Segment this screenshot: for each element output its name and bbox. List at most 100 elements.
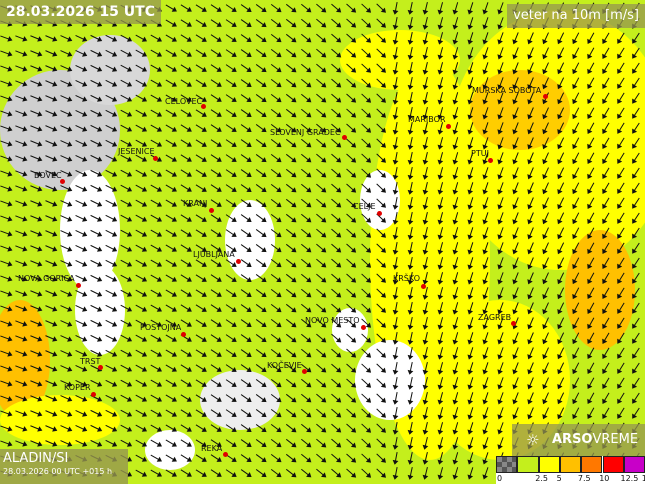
wind-arrow <box>285 138 297 148</box>
wind-arrow <box>255 379 267 388</box>
wind-arrow <box>542 47 549 60</box>
wind-arrow <box>150 394 162 402</box>
valid-time: 28.03.2026 15 UTC <box>0 0 161 24</box>
wind-arrow <box>361 93 372 103</box>
wind-arrow <box>0 365 13 372</box>
wind-arrow <box>587 77 595 90</box>
wind-arrow <box>150 64 162 72</box>
wind-arrow <box>587 92 595 105</box>
wind-arrow <box>165 34 177 42</box>
wind-arrow <box>572 317 580 330</box>
wind-arrow <box>452 47 459 60</box>
wind-arrow <box>301 123 312 133</box>
wind-arrow <box>105 319 118 327</box>
wind-arrow <box>452 77 459 90</box>
wind-arrow <box>210 349 222 357</box>
wind-arrow <box>225 409 237 417</box>
wind-arrow <box>316 363 327 373</box>
wind-arrow <box>30 290 43 297</box>
wind-arrow <box>240 364 252 372</box>
wind-arrow <box>120 289 133 297</box>
wind-arrow <box>422 197 429 210</box>
wind-arrow <box>30 320 43 327</box>
wind-arrow <box>90 34 103 42</box>
wind-arrow <box>105 79 118 87</box>
wind-arrow <box>90 244 103 252</box>
wind-arrow <box>60 425 73 432</box>
wind-arrow <box>632 62 640 74</box>
wind-arrow <box>270 93 282 103</box>
wind-arrow <box>407 437 414 450</box>
wind-arrow <box>512 77 519 90</box>
wind-arrow <box>482 257 489 270</box>
wind-arrow <box>437 422 444 435</box>
wind-arrow <box>120 169 133 177</box>
wind-arrow <box>437 332 444 345</box>
wind-arrow <box>210 259 222 267</box>
wind-arrow <box>135 184 148 192</box>
wind-arrow <box>0 290 13 297</box>
wind-arrow <box>45 260 58 267</box>
wind-arrow <box>180 169 192 177</box>
wind-arrow <box>120 319 133 327</box>
wind-arrow <box>376 228 386 238</box>
wind-arrow <box>195 154 207 162</box>
wind-arrow <box>195 124 207 132</box>
wind-arrow <box>346 33 357 43</box>
wind-arrow <box>15 275 28 282</box>
wind-arrow <box>617 407 625 419</box>
wind-arrow <box>45 125 58 132</box>
wind-arrow <box>497 377 504 390</box>
wind-arrow <box>240 214 252 222</box>
wind-arrow <box>195 139 207 147</box>
wind-arrow <box>165 64 177 72</box>
wind-arrow <box>316 423 327 433</box>
wind-arrow <box>392 227 399 240</box>
wind-arrow <box>120 154 133 162</box>
wind-arrow <box>497 77 504 90</box>
wind-arrow <box>316 318 327 328</box>
wind-arrow <box>331 243 342 253</box>
wind-arrow <box>225 469 237 477</box>
wind-arrow <box>482 122 489 135</box>
wind-arrow <box>437 182 444 195</box>
wind-arrow <box>422 137 429 150</box>
wind-arrow <box>497 422 504 435</box>
wind-arrow <box>587 47 595 60</box>
wind-arrow <box>285 423 297 433</box>
wind-arrow <box>30 275 43 282</box>
wind-arrow <box>165 49 177 57</box>
wind-arrow <box>527 167 534 180</box>
wind-arrow <box>361 408 372 418</box>
wind-arrow <box>301 183 312 193</box>
wind-arrow <box>361 123 372 133</box>
wind-arrow <box>632 392 640 404</box>
wind-arrow <box>90 199 103 207</box>
wind-arrow <box>105 139 118 147</box>
wind-arrow <box>392 392 399 405</box>
city-label: REKA <box>201 444 223 453</box>
wind-arrow <box>392 107 399 120</box>
wind-arrow <box>45 95 58 102</box>
wind-arrow <box>617 122 625 134</box>
wind-arrow <box>407 92 414 105</box>
city-marker <box>446 124 451 129</box>
wind-arrow <box>75 350 88 357</box>
wind-arrow <box>150 124 162 132</box>
wind-arrow <box>422 92 429 105</box>
wind-arrow <box>557 227 565 240</box>
wind-arrow <box>15 245 28 252</box>
wind-arrow <box>270 3 282 13</box>
wind-arrow <box>135 469 148 477</box>
wind-arrow <box>75 35 88 42</box>
wind-arrow <box>0 35 13 42</box>
wind-arrow <box>0 410 13 417</box>
wind-arrow <box>542 362 549 375</box>
wind-arrow <box>30 110 43 117</box>
wind-arrow <box>361 318 372 328</box>
wind-arrow <box>316 228 327 238</box>
wind-arrow <box>255 64 267 73</box>
wind-arrow <box>346 243 357 253</box>
wind-arrow <box>195 454 207 462</box>
wind-arrow <box>587 152 595 165</box>
